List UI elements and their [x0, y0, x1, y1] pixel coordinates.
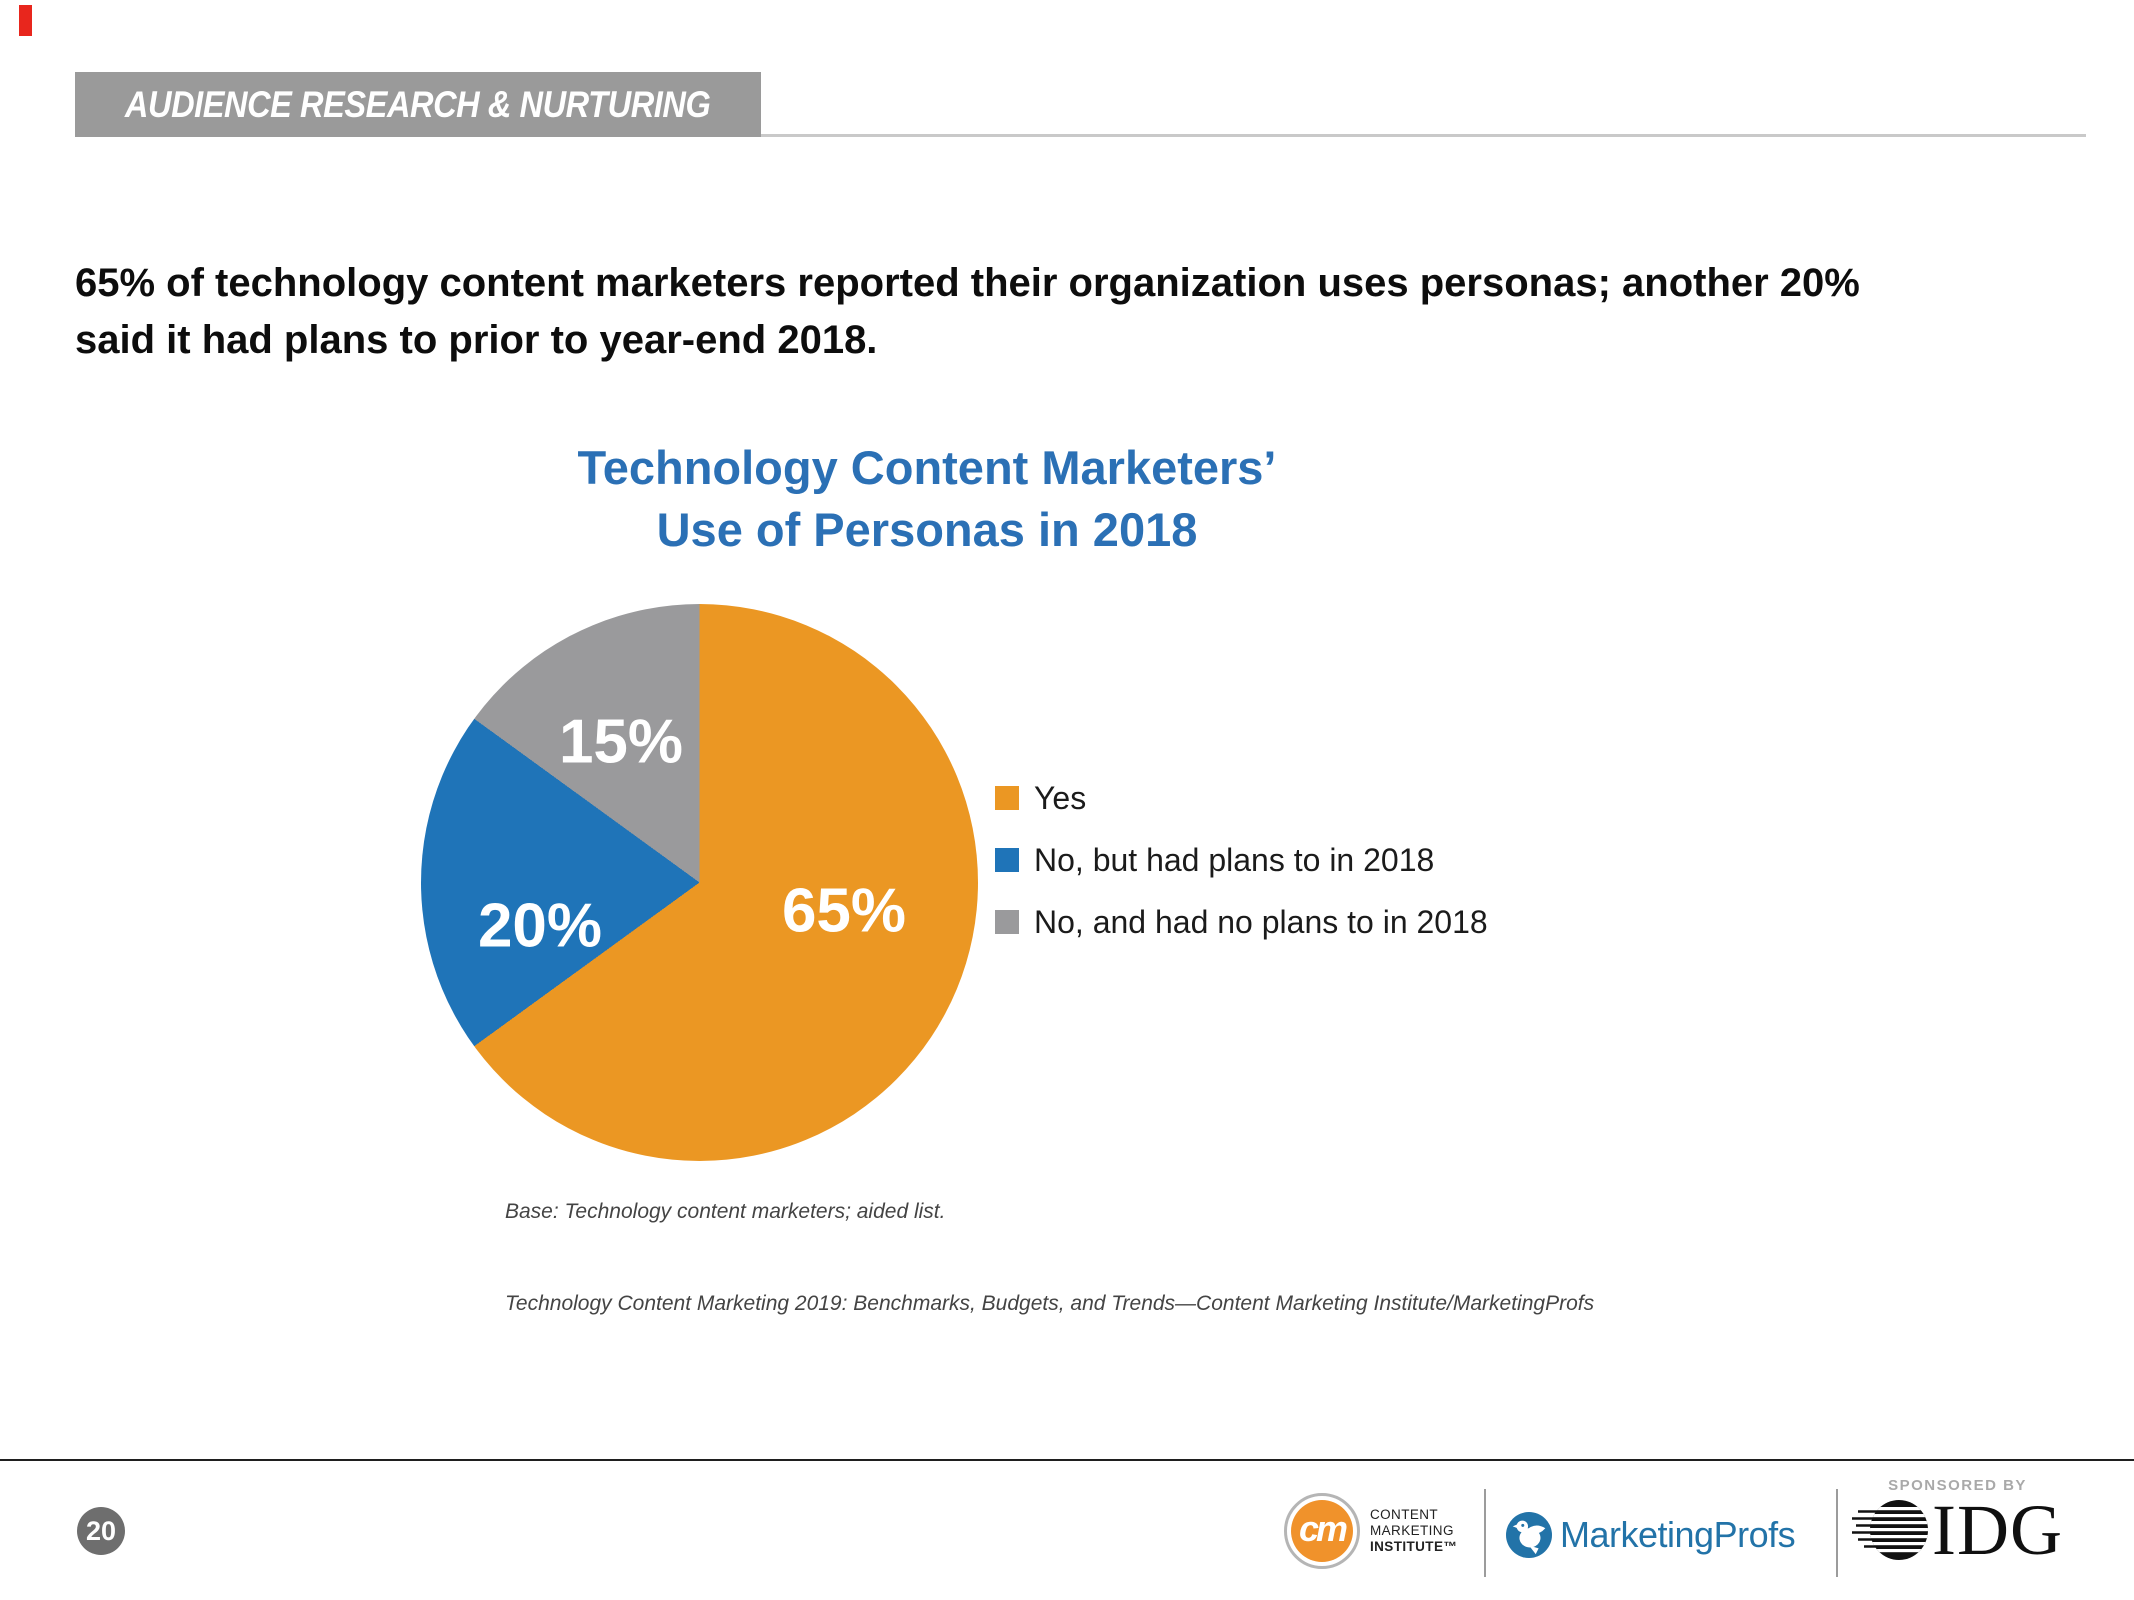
- cmi-logo: cm CONTENT MARKETING INSTITUTE™: [1284, 1493, 1457, 1569]
- legend-item: No, and had no plans to in 2018: [995, 891, 1488, 953]
- legend-item: No, but had plans to in 2018: [995, 829, 1488, 891]
- headline-line-2: said it had plans to prior to year-end 2…: [75, 318, 878, 362]
- marketingprofs-bird-icon: [1506, 1512, 1552, 1558]
- idg-logo: IDG: [1852, 1490, 2063, 1570]
- chart-title: Technology Content Marketers’ Use of Per…: [327, 437, 1527, 561]
- section-badge: AUDIENCE RESEARCH & NURTURING: [75, 72, 761, 137]
- cmi-wordmark: CONTENT MARKETING INSTITUTE™: [1370, 1507, 1457, 1555]
- cmi-wordmark-line-2: MARKETING: [1370, 1523, 1454, 1538]
- cmi-wordmark-line-3: INSTITUTE™: [1370, 1539, 1458, 1554]
- chart-title-line-2: Use of Personas in 2018: [656, 503, 1198, 556]
- cmi-monogram: cm: [1298, 1508, 1348, 1549]
- chart-legend: Yes No, but had plans to in 2018 No, and…: [995, 767, 1488, 953]
- pie-slice-label-no-no-plans: 15%: [558, 707, 684, 777]
- page-number: 20: [85, 1515, 117, 1546]
- headline-line-1: 65% of technology content marketers repo…: [75, 261, 1860, 305]
- section-badge-label: AUDIENCE RESEARCH & NURTURING: [125, 83, 711, 125]
- legend-swatch: [995, 848, 1019, 872]
- cmi-monogram-icon: cm: [1284, 1493, 1360, 1569]
- page-number-badge: 20: [77, 1507, 125, 1555]
- legend-label: Yes: [1034, 779, 1087, 816]
- marketingprofs-wordmark: MarketingProfs: [1560, 1514, 1796, 1555]
- footnote-base: Base: Technology content marketers; aide…: [505, 1200, 946, 1223]
- header-rule: [75, 134, 2086, 137]
- footer-divider: [1836, 1489, 1838, 1577]
- headline: 65% of technology content marketers repo…: [75, 255, 2105, 369]
- accent-bar: [19, 5, 32, 36]
- chart-title-line-1: Technology Content Marketers’: [577, 441, 1277, 494]
- legend-swatch: [995, 786, 1019, 810]
- legend-label: No, and had no plans to in 2018: [1034, 903, 1488, 940]
- sponsored-by-label: SPONSORED BY: [1888, 1477, 2027, 1494]
- pie-chart: 65% 20% 15%: [421, 604, 978, 1161]
- legend-label: No, but had plans to in 2018: [1034, 841, 1435, 878]
- idg-wordmark: IDG: [1932, 1490, 2063, 1570]
- marketingprofs-logo: MarketingProfs: [1506, 1512, 1796, 1558]
- footnote-source: Technology Content Marketing 2019: Bench…: [505, 1292, 1595, 1315]
- legend-item: Yes: [995, 767, 1488, 829]
- pie-slice-label-no-plans: 20%: [477, 891, 603, 961]
- idg-globe-icon: [1852, 1500, 1928, 1560]
- legend-swatch: [995, 910, 1019, 934]
- footer-divider: [1484, 1489, 1486, 1577]
- footer-rule: [0, 1459, 2134, 1461]
- cmi-wordmark-line-1: CONTENT: [1370, 1507, 1439, 1522]
- pie-slice-label-yes: 65%: [781, 876, 907, 946]
